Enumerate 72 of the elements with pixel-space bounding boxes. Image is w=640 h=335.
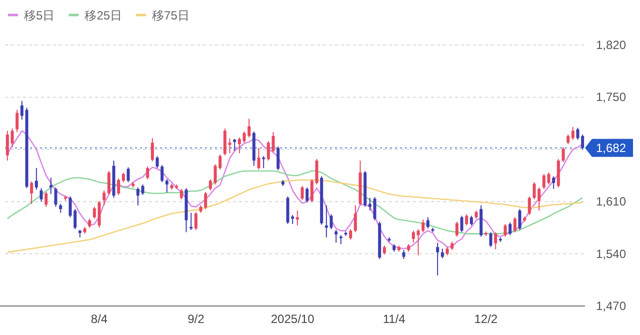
line-series — [6, 130, 584, 250]
x-tick-label: 2025/10 — [270, 312, 315, 326]
candlestick — [44, 191, 48, 208]
candlestick — [6, 130, 9, 162]
candlestick — [542, 174, 546, 190]
candlestick — [136, 186, 140, 206]
ref-line-label: 1,682 — [596, 140, 626, 155]
candlestick — [102, 190, 106, 206]
candlestick — [508, 222, 512, 236]
legend-label: 移5日 — [24, 8, 55, 22]
candlestick — [165, 178, 168, 194]
candlestick — [422, 218, 425, 233]
candlestick — [262, 156, 266, 169]
candlestick — [494, 232, 498, 250]
candlestick — [233, 138, 236, 152]
candlestick — [412, 230, 415, 244]
candlestick — [571, 126, 574, 140]
x-tick-label: 8/4 — [90, 312, 108, 326]
candlestick — [122, 172, 125, 183]
candlestick — [276, 146, 280, 171]
y-tick-label: 1,750 — [596, 90, 626, 104]
candlestick — [208, 178, 212, 191]
x-tick-label: 12/2 — [474, 312, 498, 326]
candlestick — [266, 140, 270, 162]
candlestick — [470, 215, 473, 226]
candlestick — [334, 229, 338, 244]
candlestick — [238, 136, 241, 154]
y-tick-label: 1,610 — [596, 194, 626, 209]
candlestick — [20, 100, 24, 120]
candlestick — [34, 168, 38, 190]
candlestick — [436, 242, 440, 276]
candlestick — [160, 164, 164, 183]
candlestick — [310, 178, 314, 203]
legend-label: 移75日 — [152, 8, 190, 22]
x-tick-label: 9/2 — [188, 312, 205, 326]
candlestick — [180, 188, 183, 200]
candlestick — [455, 221, 458, 238]
candlestick — [581, 134, 584, 150]
candlestick — [513, 216, 516, 233]
candlestick — [218, 154, 222, 170]
x-tick-label: 11/4 — [382, 312, 406, 326]
line-series — [6, 179, 584, 253]
candlestick — [306, 186, 309, 203]
candlestick — [566, 134, 570, 145]
candlestick — [538, 186, 541, 212]
candlestick — [150, 138, 154, 162]
y-tick-label: 1,820 — [596, 38, 626, 52]
candlestick — [426, 216, 430, 229]
candlestick — [228, 138, 232, 154]
y-tick-label: 1,540 — [596, 246, 626, 261]
candlestick — [349, 228, 352, 240]
candlestick — [204, 191, 208, 210]
candlestick — [107, 170, 110, 196]
candlestick — [440, 248, 444, 259]
candlestick — [465, 214, 468, 226]
candlestick — [248, 118, 251, 138]
candlestick — [223, 128, 226, 156]
candlestick — [146, 166, 150, 180]
candlestick — [354, 204, 357, 233]
candlestick — [528, 196, 531, 216]
candlestick — [552, 176, 556, 190]
candlestick — [190, 212, 193, 230]
candlestick — [16, 109, 19, 133]
legend-label: 移25日 — [84, 8, 122, 22]
candlestick — [49, 177, 52, 195]
candlestick — [92, 206, 96, 220]
candlestick — [74, 208, 77, 230]
candlestick — [30, 180, 34, 204]
candlestick — [194, 212, 198, 230]
candlestick — [117, 178, 120, 196]
candlestick — [368, 197, 372, 212]
y-tick-label: 1,470 — [596, 299, 626, 313]
